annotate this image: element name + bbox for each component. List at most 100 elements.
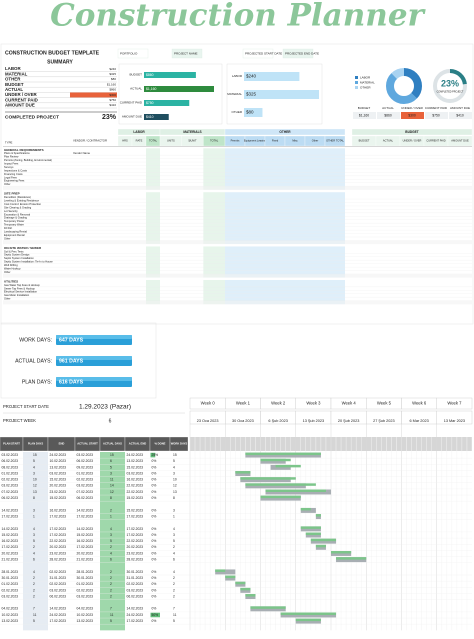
day-header <box>416 437 422 451</box>
percent-label: 0% <box>152 545 157 549</box>
day-header <box>406 437 412 451</box>
gantt-cell: 21.02.2023 <box>2 558 19 562</box>
item-name: Excavation & Removal <box>4 212 31 216</box>
gantt-cell: 4 <box>110 551 112 555</box>
gantt-column-label: PLAN DAYS <box>28 442 43 446</box>
section-title: UTILITIES <box>4 279 18 283</box>
gantt-cell: 16.02.2023 <box>77 539 94 543</box>
actual-bar <box>250 606 286 609</box>
work-days: 5 <box>173 619 175 623</box>
day-header <box>195 437 200 451</box>
gantt-cell: 2 <box>33 594 35 598</box>
day-header <box>255 437 261 451</box>
gantt-cell: 20.02.2023 <box>127 545 144 549</box>
column-band <box>225 280 245 305</box>
summary-value: $300 <box>109 93 116 97</box>
day-header <box>215 437 221 451</box>
week-date: 6 Şub 2023 <box>268 419 287 423</box>
gantt-column-label: ACTUAL END <box>129 442 146 446</box>
gantt-cell: 24.02.2023 <box>127 613 144 617</box>
gantt-cell: 15.02.2023 <box>77 533 94 537</box>
column-band <box>305 280 325 305</box>
day-header <box>220 437 226 451</box>
gantt-cell: 13.02.2023 <box>77 619 94 623</box>
sheet-title: CONSTRUCTION BUDGET TEMPLATE <box>5 50 100 56</box>
gantt-cell: 24.02.2023 <box>50 453 67 457</box>
status-value: $750 <box>146 101 154 105</box>
gantt-cell: 06.02.2023 <box>127 594 144 598</box>
column-header-label: HRS <box>122 139 128 143</box>
gantt-cell: 03.02.2023 <box>2 453 19 457</box>
actual-bar <box>260 458 291 462</box>
gantt-cell: 08.02.2023 <box>2 465 19 469</box>
vendor-header: VENDOR / CONTRACTOR <box>73 139 107 143</box>
item-name: Permits (Zoning, Building, Environmental… <box>4 158 52 162</box>
totals-value: $300 <box>408 113 416 117</box>
gantt-column-header <box>169 436 189 452</box>
gantt-cell: 28.01.2023 <box>2 570 19 574</box>
gantt-cell: 12 <box>33 484 37 488</box>
gantt-cell: 7 <box>33 607 35 611</box>
day-header <box>386 437 392 451</box>
column-header-label: $/UNIT <box>188 139 197 143</box>
gantt-cell: 31.01.2023 <box>127 576 144 580</box>
gantt-cell: 15.02.2023 <box>50 496 67 500</box>
gantt-cell: 5 <box>33 459 35 463</box>
totals-header: CURRENT PAID <box>425 106 448 110</box>
gantt-cell: 15.02.2023 <box>2 533 19 537</box>
work-days: 4 <box>173 465 175 469</box>
gantt-cell: 2 <box>110 570 112 574</box>
gantt-cell: 02.02.2023 <box>2 588 19 592</box>
gantt-cell: 24.02.2023 <box>50 613 67 617</box>
day-header <box>356 437 362 451</box>
gantt-cell: 5 <box>110 465 112 469</box>
gantt-column-label: END <box>59 442 65 446</box>
item-name: Cost Control: Erosion Protection <box>4 202 42 206</box>
item-name: Lot Security <box>4 209 18 213</box>
day-header <box>331 437 336 451</box>
column-band <box>305 192 325 244</box>
gantt-cell: 01.02.2023 <box>77 471 94 475</box>
gantt-cell: 22.02.2023 <box>127 490 144 494</box>
column-header-label: RATE <box>136 139 143 143</box>
day-header <box>275 437 281 451</box>
totals-cell <box>401 112 424 119</box>
summary-value: $80 <box>111 77 116 81</box>
actual-bar <box>215 569 226 572</box>
gantt-cell: 6 <box>110 459 112 463</box>
completed-ring <box>433 69 467 103</box>
gantt-cell: 2 <box>110 576 112 580</box>
percent-label: 0% <box>152 459 157 463</box>
cost-bar <box>244 108 263 117</box>
gantt-cell: 2 <box>33 545 35 549</box>
info-cell <box>282 48 314 59</box>
info-cell <box>117 48 149 59</box>
day-header <box>336 437 341 451</box>
gantt-cell: 01.02.2023 <box>77 582 94 586</box>
percent-bar <box>150 452 156 458</box>
gantt-cell: 2 <box>110 508 112 512</box>
gantt-cell: 16.02.2023 <box>50 508 67 512</box>
gantt-cell: 07.02.2023 <box>77 490 94 494</box>
gantt-cell: 06.02.2023 <box>2 459 19 463</box>
actual-bar <box>336 557 367 560</box>
gantt-cell: 2 <box>110 588 112 592</box>
plan-bar <box>245 594 256 599</box>
gantt-cell: 4 <box>33 551 35 555</box>
totals-cell <box>353 112 376 119</box>
column-band <box>325 246 345 278</box>
summary-value: $325 <box>109 72 116 76</box>
gantt-cell: 5 <box>33 539 35 543</box>
item-name: Septic System Design <box>4 253 30 257</box>
percent-label: 0% <box>152 484 157 488</box>
gantt-cell: 1 <box>33 514 35 518</box>
day-header <box>346 437 351 451</box>
gantt-cell: 15.02.2023 <box>127 508 144 512</box>
item-name: Site Clearing & Grading <box>4 205 32 209</box>
week-date: 6 Mar 2023 <box>410 419 429 423</box>
column-band <box>305 246 325 278</box>
gantt-cell: 06.02.2023 <box>77 459 94 463</box>
days-label: WORK DAYS: <box>19 337 52 343</box>
gantt-cell: 10.02.2023 <box>2 613 19 617</box>
